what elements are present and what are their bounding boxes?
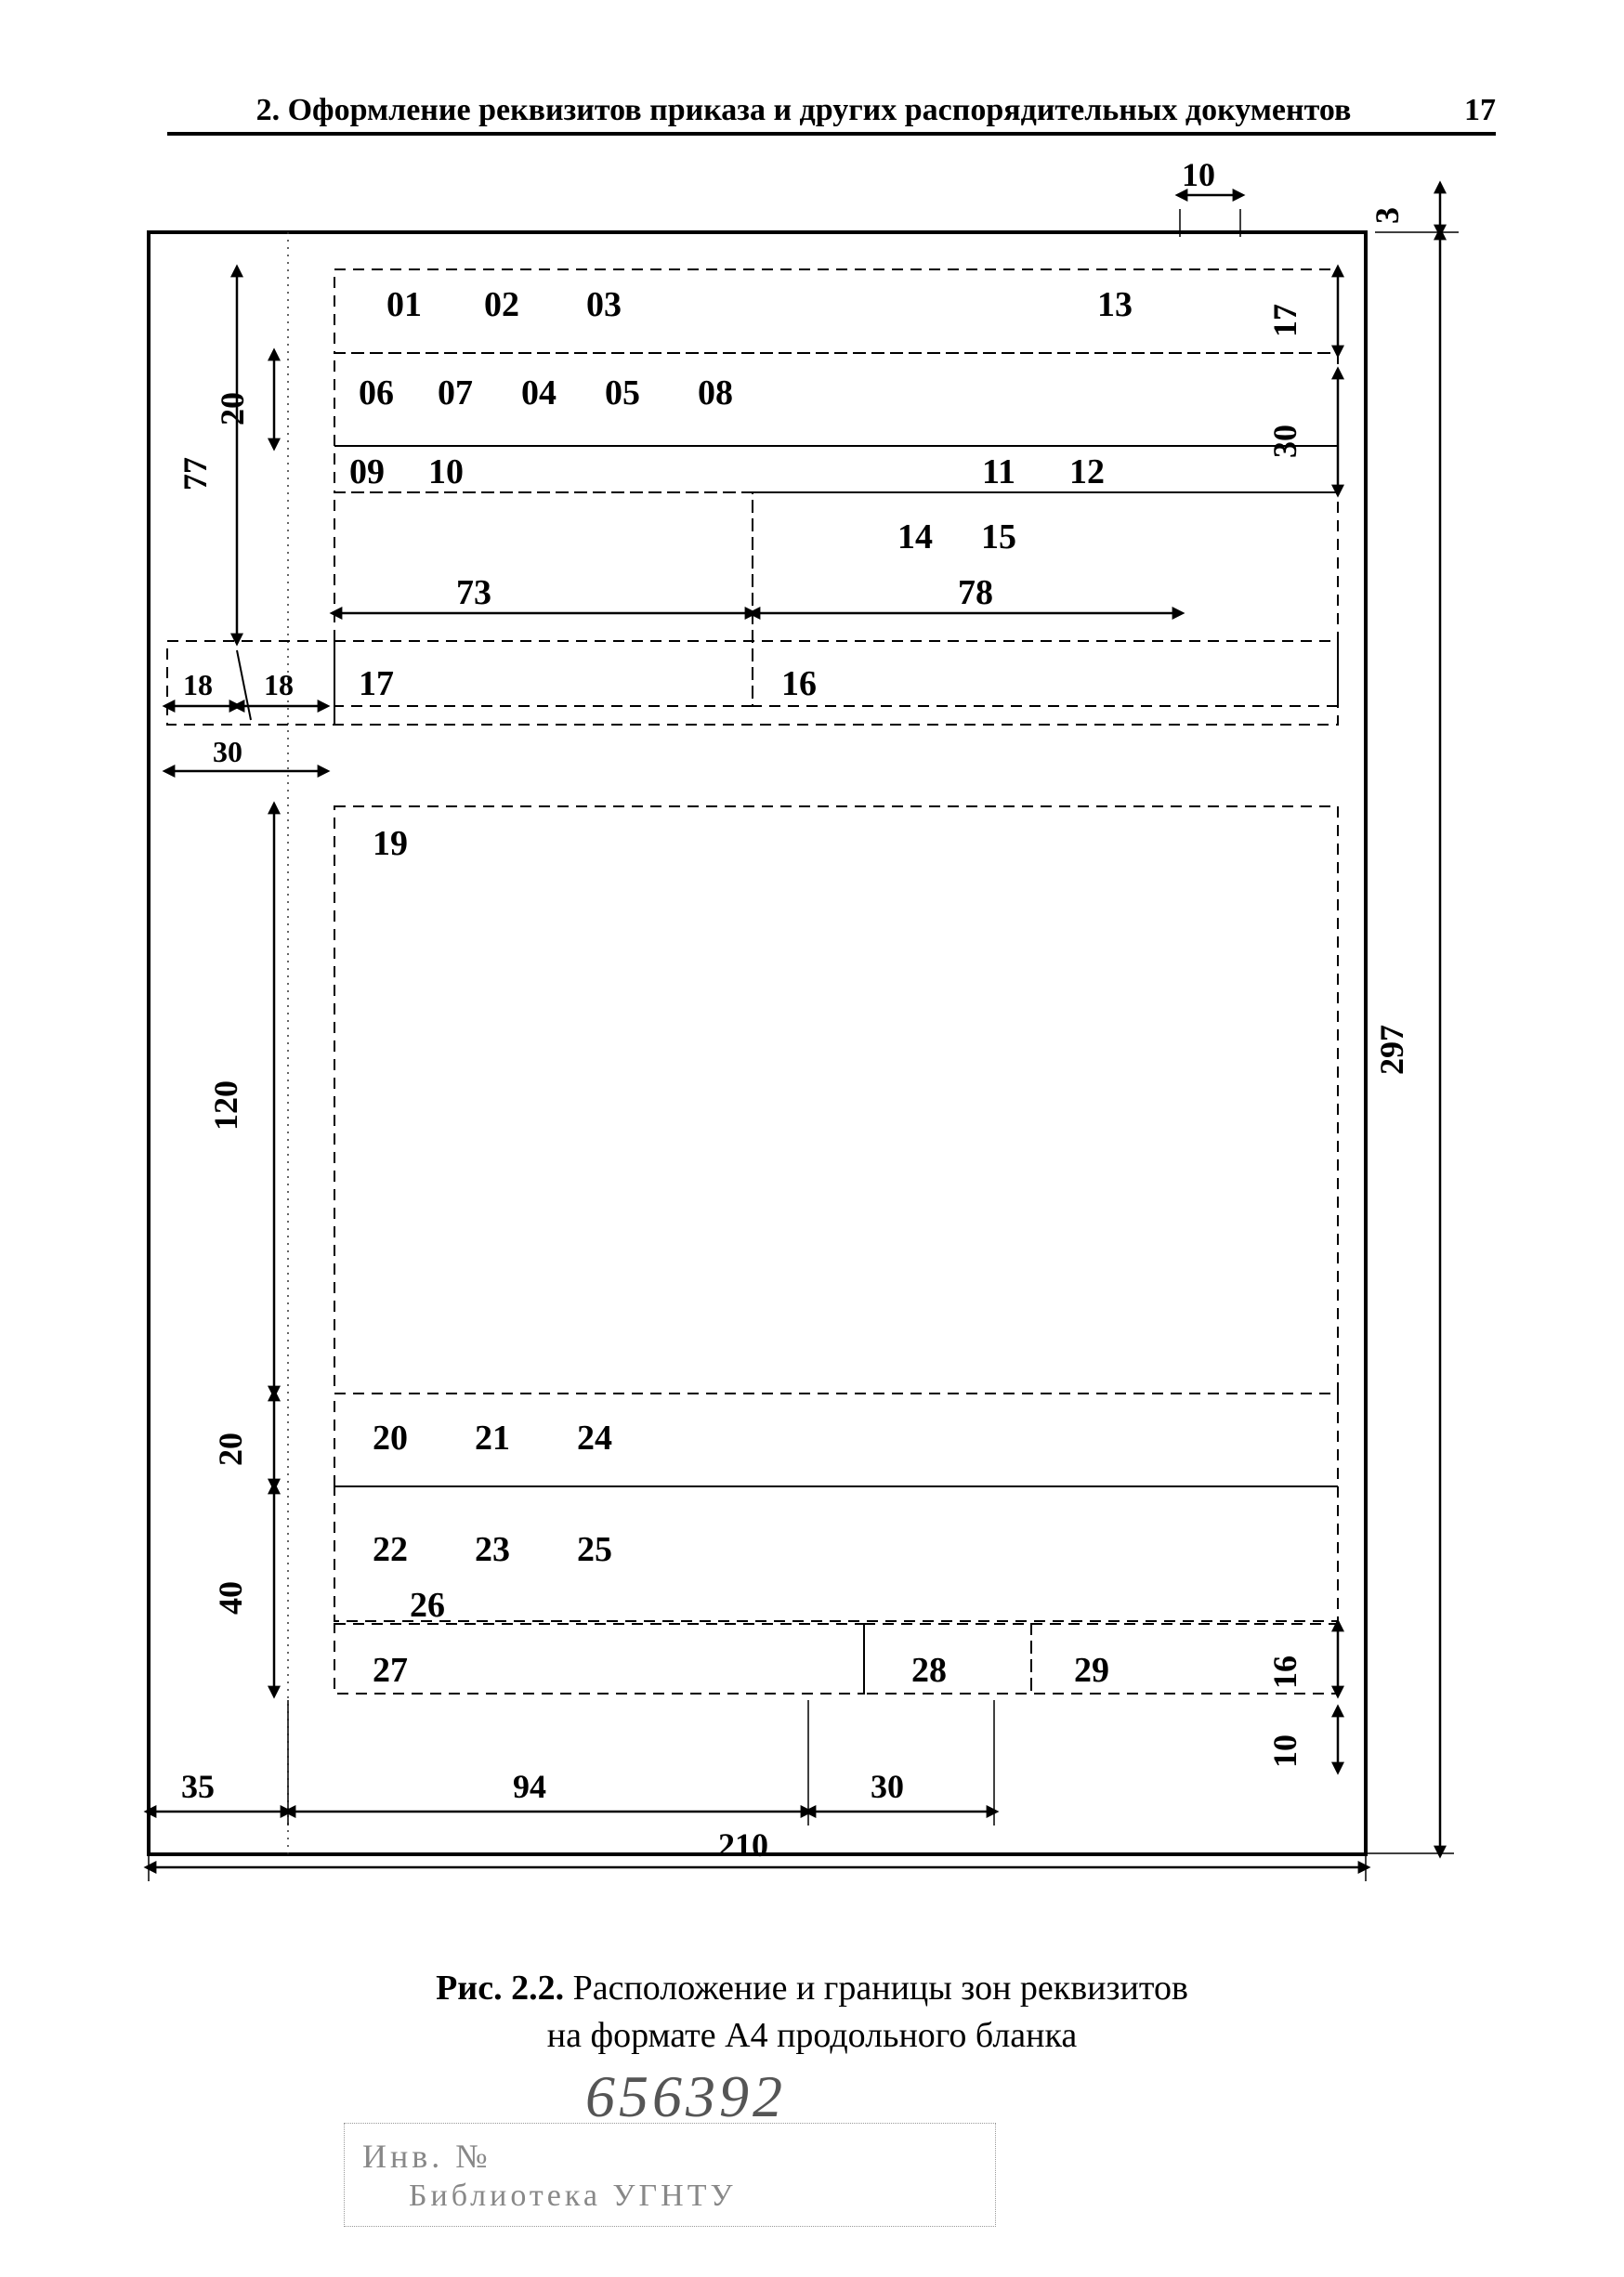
zone-label: 25: [577, 1530, 612, 1569]
zone-label: 20: [373, 1419, 408, 1458]
dimension-label: 35: [181, 1768, 215, 1805]
zone-label: 30: [213, 735, 242, 768]
dimension-label: 10: [1266, 1734, 1303, 1768]
dimension-label: 297: [1373, 1025, 1410, 1075]
zone-label: 22: [373, 1530, 408, 1569]
zone-label: 26: [410, 1586, 445, 1625]
figure-caption: Рис. 2.2. Расположение и границы зон рек…: [0, 1965, 1624, 2061]
zone-z4left: [334, 492, 753, 706]
dimension-label: 94: [513, 1768, 546, 1805]
dimension-label: 210: [718, 1826, 768, 1864]
zone-z2: [334, 353, 1338, 446]
dimension-label: 16: [1266, 1655, 1303, 1689]
caption-label: Рис. 2.2.: [436, 1969, 564, 2008]
zone-z3: [334, 446, 1338, 492]
zone-label: 06: [359, 373, 394, 412]
zone-label: 29: [1074, 1651, 1109, 1690]
zone-label: 01: [386, 285, 422, 324]
zone-label: 04: [521, 373, 557, 412]
zone-label: 13: [1097, 285, 1133, 324]
dimension-label: 30: [1266, 425, 1303, 458]
zone-label: 12: [1069, 452, 1105, 491]
zone-z10mid: [864, 1624, 1031, 1694]
zone-label: 28: [911, 1651, 947, 1690]
zone-label: 23: [475, 1530, 510, 1569]
dimension-label: 3: [1369, 207, 1406, 224]
dimension-label: 20: [214, 392, 251, 425]
stamp-line2: Библиотека УГНТУ: [409, 2179, 737, 2214]
dimension-label: 10: [1182, 156, 1215, 193]
zone-label: 27: [373, 1651, 408, 1690]
zone-label: 17: [359, 664, 394, 703]
dimension-label: 30: [871, 1768, 904, 1805]
zone-label: 24: [577, 1419, 612, 1458]
zone-label: 19: [373, 824, 408, 863]
zone-label: 07: [438, 373, 473, 412]
zone-label: 09: [349, 452, 385, 491]
zone-label: 18: [264, 668, 294, 701]
zone-z4right: [753, 492, 1338, 706]
zone-z5: [334, 641, 1338, 725]
zone-z7: [334, 806, 1338, 1394]
dimension-label: 77: [177, 457, 214, 491]
caption-text-1: Расположение и границы зон реквизитов: [573, 1969, 1188, 2008]
zone-label: 21: [475, 1419, 510, 1458]
zone-label: 16: [781, 664, 817, 703]
layout-diagram: 01 02 03 13 06 07 04 05 08 09 10 11 12 14 15 73 78 18 18 17…: [0, 0, 1624, 1951]
dimension-label: 40: [212, 1581, 249, 1615]
zone-label: 08: [698, 373, 733, 412]
caption-text-2: на формате А4 продольного бланка: [547, 2016, 1077, 2055]
zone-label: 18: [183, 668, 213, 701]
dimension-label: 17: [1266, 304, 1303, 337]
zone-label: 11: [982, 452, 1015, 491]
zone-label: 02: [484, 285, 519, 324]
stamp-number: 656392: [585, 2062, 786, 2131]
zone-label: 73: [456, 573, 491, 612]
zone-label: 03: [586, 285, 622, 324]
dimension-label: 20: [212, 1433, 249, 1466]
dimension-label: 120: [207, 1080, 244, 1131]
library-stamp: 656392 Инв. № Библиотека УГНТУ: [325, 2072, 1031, 2220]
zone-label: 10: [428, 452, 464, 491]
zone-label: 15: [981, 517, 1016, 556]
zone-label: 05: [605, 373, 640, 412]
zone-label: 78: [958, 573, 993, 612]
stamp-line1: Инв. №: [362, 2137, 491, 2176]
zone-z10left: [334, 1624, 864, 1694]
zone-label: 14: [897, 517, 933, 556]
